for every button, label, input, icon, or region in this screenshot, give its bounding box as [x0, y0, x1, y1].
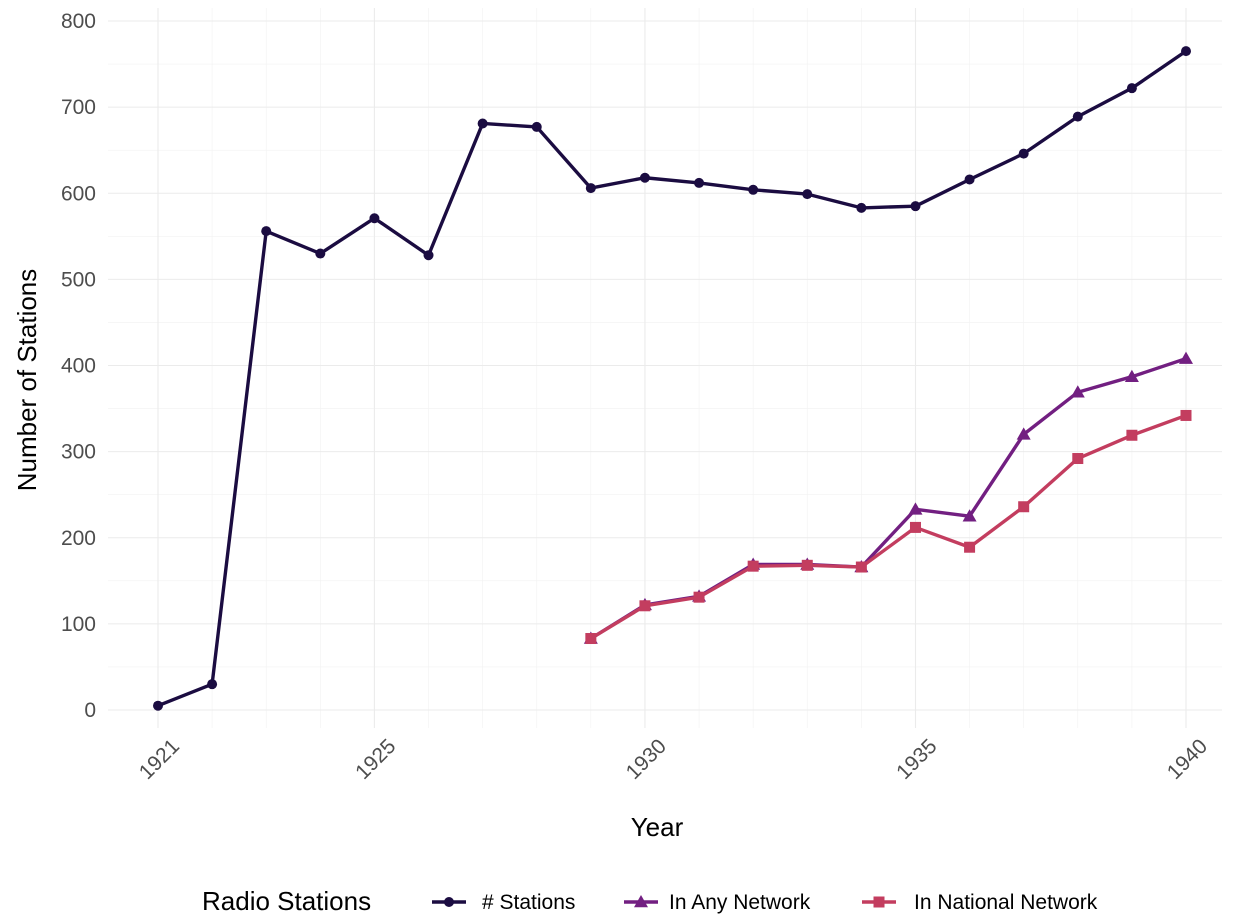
x-tick-label: 1940: [1163, 735, 1212, 784]
data-point-stations: [856, 202, 867, 213]
data-point-stations: [315, 248, 326, 259]
y-axis-ticks: 0 100 200 300 400 500 600 700 800: [61, 10, 96, 722]
legend-item-in-any-network: In Any Network: [624, 891, 811, 914]
x-tick-label: 1925: [351, 735, 400, 784]
x-tick-label: 1930: [622, 735, 671, 784]
data-point-stations: [153, 700, 163, 711]
data-point-in-national-network: [1072, 453, 1084, 465]
legend-key-marker: [444, 897, 454, 907]
y-tick-label: 800: [61, 10, 96, 33]
data-point-stations: [477, 118, 488, 129]
legend-label: # Stations: [482, 891, 575, 914]
y-tick-label: 300: [61, 441, 96, 464]
data-point-stations: [531, 121, 542, 132]
legend-title: Radio Stations: [202, 886, 371, 916]
grid: [108, 8, 1222, 728]
data-point-stations: [802, 189, 813, 200]
data-point-stations: [207, 679, 218, 690]
data-point-in-any-network: [908, 502, 923, 515]
data-point-in-national-network: [639, 600, 651, 612]
x-tick-label: 1935: [892, 735, 941, 784]
data-point-in-national-network: [585, 633, 597, 645]
data-point-stations: [1072, 111, 1083, 122]
y-tick-label: 500: [61, 268, 96, 291]
data-point-in-national-network: [1180, 409, 1192, 421]
legend-label: In National Network: [914, 891, 1098, 914]
y-tick-label: 600: [61, 182, 96, 205]
series-line-in-national-network: [589, 413, 1188, 641]
series-in-national-network: [585, 409, 1192, 645]
legend-key-marker: [873, 896, 885, 908]
y-tick-label: 100: [61, 613, 96, 636]
data-point-in-any-network: [1070, 385, 1085, 398]
data-point-in-national-network: [693, 591, 705, 603]
y-tick-label: 0: [84, 699, 96, 722]
data-point-stations: [964, 174, 975, 185]
x-axis-title: Year: [631, 812, 684, 842]
data-point-stations: [748, 184, 759, 195]
data-point-in-national-network: [964, 541, 976, 553]
legend-label: In Any Network: [669, 891, 811, 914]
legend-item-stations: # Stations: [432, 891, 575, 914]
legend: Radio Stations # Stations In Any Network I…: [202, 886, 1098, 916]
y-axis-title: Number of Stations: [12, 269, 42, 492]
x-axis-ticks: 1921 1925 1930 1935 1940: [135, 735, 1212, 784]
data-point-stations: [1181, 46, 1191, 57]
data-point-in-national-network: [1018, 501, 1030, 513]
legend-key-marker: [634, 895, 648, 908]
data-point-in-national-network: [747, 560, 759, 572]
y-tick-label: 400: [61, 355, 96, 378]
legend-item-in-national-network: In National Network: [862, 891, 1098, 914]
data-point-in-national-network: [1126, 429, 1138, 441]
data-point-stations: [1018, 148, 1029, 159]
legend-items: # Stations In Any Network In National Netw…: [432, 891, 1098, 914]
y-tick-label: 700: [61, 96, 96, 119]
x-tick-label: 1921: [135, 735, 184, 784]
data-point-in-national-network: [801, 559, 813, 571]
data-point-stations: [423, 250, 434, 261]
data-point-in-any-network: [1016, 427, 1031, 440]
data-point-in-national-network: [909, 521, 921, 533]
data-point-in-any-network: [962, 509, 977, 522]
data-point-stations: [261, 226, 272, 237]
y-tick-label: 200: [61, 527, 96, 550]
data-point-stations: [1126, 83, 1137, 94]
data-point-stations: [639, 172, 650, 183]
data-point-stations: [910, 201, 921, 212]
series-layer: [153, 46, 1193, 711]
data-point-in-any-network: [1179, 351, 1193, 364]
series-stations: [153, 46, 1191, 711]
data-point-in-national-network: [855, 561, 867, 573]
data-point-stations: [694, 177, 705, 188]
series-line-in-any-network: [589, 356, 1188, 641]
data-point-in-any-network: [1124, 369, 1139, 382]
series-line-stations: [156, 49, 1188, 708]
data-point-stations: [369, 213, 380, 224]
data-point-stations: [585, 183, 596, 194]
